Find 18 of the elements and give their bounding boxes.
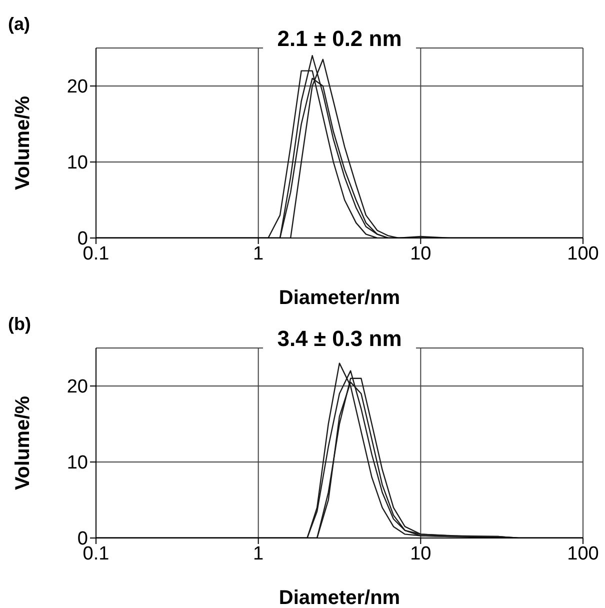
- x-tick-label: 10: [410, 243, 432, 264]
- text: (a): [8, 14, 30, 35]
- y-tick-label: 10: [66, 152, 88, 174]
- x-axis-title: Diameter/nm: [278, 287, 400, 309]
- x-axis-title: Diameter/nm: [278, 587, 400, 608]
- chart-title: 2.1 ± 0.2 nm: [263, 26, 416, 51]
- x-tick-label: 1: [253, 243, 264, 264]
- y-axis-title: Volume/%: [12, 396, 34, 490]
- x-tick-label: 1: [253, 543, 264, 564]
- y-tick-label: 20: [66, 376, 88, 398]
- x-tick-label: 100: [567, 543, 599, 564]
- chart-title: 3.4 ± 0.3 nm: [263, 326, 416, 351]
- x-tick-label: 10: [410, 543, 432, 564]
- x-tick-label: 100: [567, 243, 599, 264]
- y-axis-title: Volume/%: [12, 96, 34, 190]
- y-tick-label: 10: [66, 452, 88, 474]
- text: (b): [8, 314, 31, 335]
- y-tick-label: 20: [66, 76, 88, 98]
